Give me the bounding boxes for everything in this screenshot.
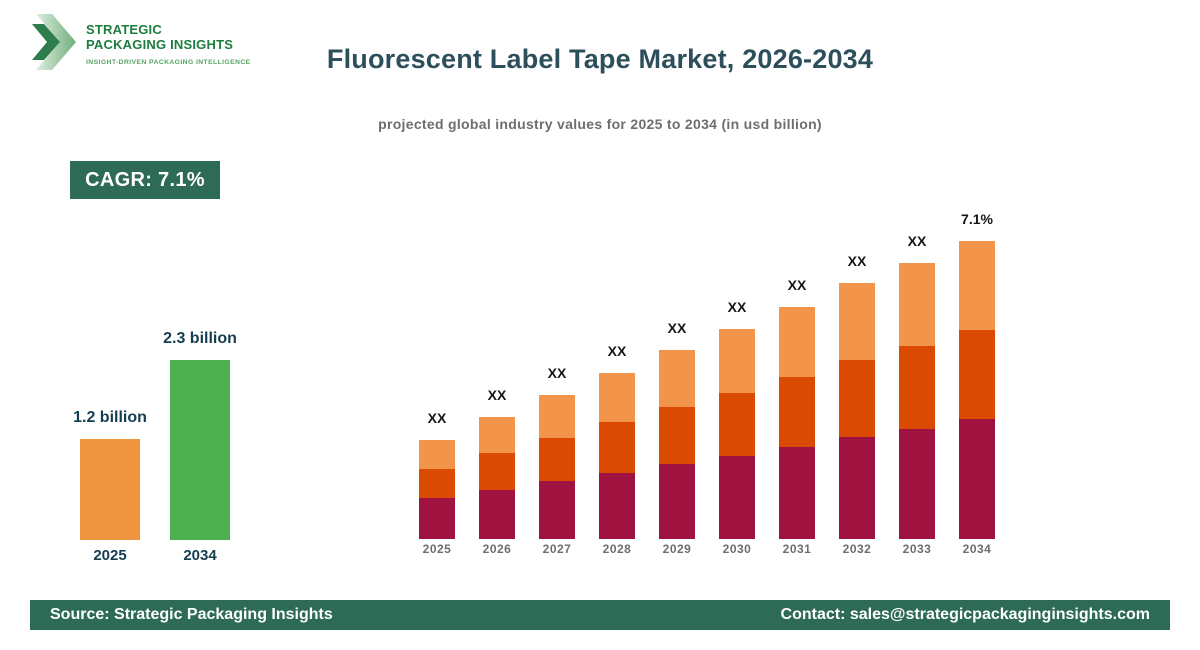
projection-year-label: 2033 (902, 542, 932, 556)
summary-value-label: 1.2 billion (73, 409, 147, 426)
projection-chart-bars: XX XX XX XX XX XX XX XX XX 7.1% (419, 199, 995, 539)
footer-bar: Source: Strategic Packaging Insights Con… (30, 600, 1170, 630)
bar-segment-bottom (899, 429, 935, 539)
projection-bar-column: 7.1% (959, 211, 995, 539)
bar-segment-bottom (779, 447, 815, 539)
summary-chart-bars: 1.2 billion 2.3 billion (73, 300, 237, 540)
summary-bar-column: 1.2 billion (73, 409, 147, 540)
projection-value-label: XX (727, 299, 747, 315)
projection-chart-year-labels: 2025 2026 2027 2028 2029 2030 2031 2032 2033 2034 (419, 542, 995, 556)
summary-bar-column: 2.3 billion (163, 330, 237, 540)
bar-segment-bottom (539, 481, 575, 539)
bar-segment-middle (539, 438, 575, 481)
bar-segment-middle (959, 330, 995, 419)
projection-bar-column: XX (719, 299, 755, 539)
projection-bar-column: XX (539, 365, 575, 539)
projection-value-label: XX (487, 387, 507, 403)
bar-segment-middle (839, 360, 875, 437)
footer-source: Source: Strategic Packaging Insights (50, 606, 333, 623)
footer-contact: Contact: sales@strategicpackaginginsight… (780, 606, 1150, 623)
bar-segment-top (839, 283, 875, 360)
bar-segment-bottom (839, 437, 875, 539)
projection-year-label: 2032 (842, 542, 872, 556)
bar-segment-bottom (659, 464, 695, 539)
projection-year-label: 2031 (782, 542, 812, 556)
bar-segment-top (959, 241, 995, 330)
bar-segment-top (899, 263, 935, 346)
bar-segment-middle (659, 407, 695, 464)
projection-year-label: 2034 (962, 542, 992, 556)
projection-value-label: 7.1% (961, 211, 993, 227)
projection-value-label: XX (907, 233, 927, 249)
bar-segment-bottom (419, 498, 455, 539)
bar-segment-top (479, 417, 515, 453)
projection-bar-column: XX (479, 387, 515, 539)
bar-segment-middle (779, 377, 815, 447)
brand-logo-text: STRATEGIC PACKAGING INSIGHTS INSIGHT-DRI… (86, 12, 251, 66)
bar-segment-top (539, 395, 575, 438)
bar-segment-top (779, 307, 815, 377)
bar-segment-top (599, 373, 635, 422)
page-title: Fluorescent Label Tape Market, 2026-2034 (326, 44, 874, 74)
bar-segment-bottom (719, 456, 755, 539)
bar-segment-middle (479, 453, 515, 490)
projection-year-label: 2025 (422, 542, 452, 556)
summary-year-label: 2025 (93, 547, 127, 564)
projection-year-label: 2030 (722, 542, 752, 556)
summary-bar (170, 360, 230, 540)
bar-segment-bottom (959, 419, 995, 539)
projection-year-label: 2028 (602, 542, 632, 556)
projection-value-label: XX (427, 410, 447, 426)
bar-segment-top (719, 329, 755, 393)
bar-segment-top (659, 350, 695, 407)
projection-bar-column: XX (659, 320, 695, 539)
brand-logo: STRATEGIC PACKAGING INSIGHTS INSIGHT-DRI… (30, 12, 251, 72)
cagr-badge: CAGR: 7.1% (70, 161, 220, 199)
bar-segment-bottom (599, 473, 635, 539)
projection-bar-column: XX (599, 343, 635, 539)
projection-value-label: XX (667, 320, 687, 336)
projection-year-label: 2027 (542, 542, 572, 556)
projection-year-label: 2029 (662, 542, 692, 556)
bar-segment-middle (599, 422, 635, 473)
projection-bar-column: XX (899, 233, 935, 539)
projection-value-label: XX (547, 365, 567, 381)
bar-segment-top (419, 440, 455, 469)
bar-segment-middle (419, 469, 455, 498)
bar-segment-middle (899, 346, 935, 429)
projection-bar-column: XX (779, 277, 815, 539)
summary-chart-year-labels: 2025 2034 (80, 547, 230, 564)
page-subtitle: projected global industry values for 202… (378, 116, 822, 132)
chevron-logo-icon (32, 14, 76, 70)
projection-bar-column: XX (419, 410, 455, 539)
projection-bar-column: XX (839, 253, 875, 539)
summary-bar (80, 439, 140, 540)
brand-tagline: INSIGHT-DRIVEN PACKAGING INTELLIGENCE (86, 59, 251, 66)
brand-name-line2: PACKAGING INSIGHTS (86, 37, 234, 52)
summary-year-label: 2034 (183, 547, 217, 564)
brand-name-line1: STRATEGIC (86, 22, 162, 37)
projection-value-label: XX (787, 277, 807, 293)
summary-value-label: 2.3 billion (163, 330, 237, 347)
bar-segment-bottom (479, 490, 515, 539)
projection-value-label: XX (847, 253, 867, 269)
projection-year-label: 2026 (482, 542, 512, 556)
projection-value-label: XX (607, 343, 627, 359)
bar-segment-middle (719, 393, 755, 456)
